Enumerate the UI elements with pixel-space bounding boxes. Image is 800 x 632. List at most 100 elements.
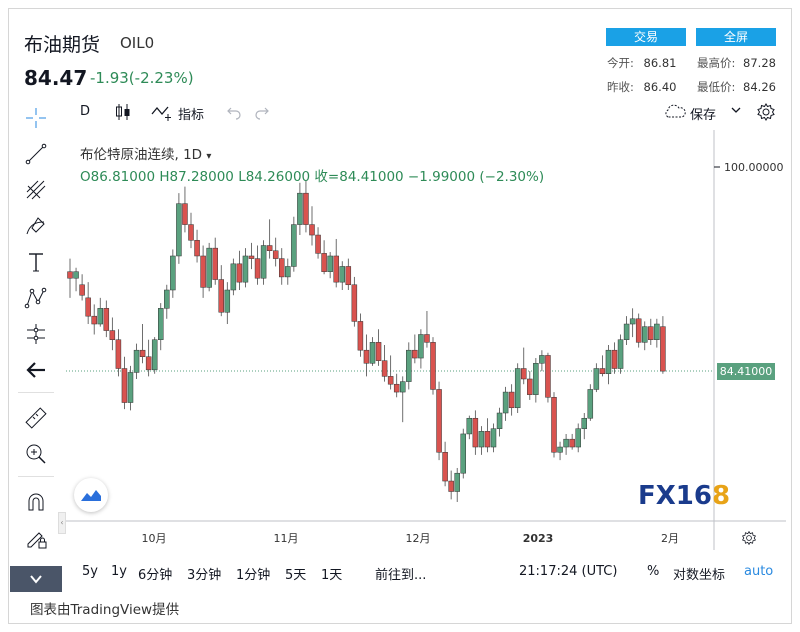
candle-body (218, 279, 224, 313)
candle-body (164, 289, 170, 309)
candle-body (533, 363, 539, 395)
candlestick-icon[interactable] (114, 102, 132, 126)
indicators-button[interactable]: 指标 (178, 108, 205, 123)
series-legend[interactable]: 布伦特原油连续, 1D ▾ (80, 143, 211, 163)
stat-high-value: 87.28 (743, 56, 776, 70)
interval-button[interactable]: D (80, 104, 91, 119)
candle-body (254, 258, 261, 279)
candle-body (617, 339, 624, 369)
candle-body (472, 417, 479, 448)
crosshair-icon[interactable] (22, 104, 50, 132)
candle-body (460, 433, 466, 474)
time-axis-label: 2月 (661, 532, 679, 545)
candle-body (321, 253, 327, 272)
stat-open: 今开: 86.81 (607, 55, 676, 71)
percent-toggle[interactable]: % (647, 564, 660, 579)
candle-body (642, 326, 648, 343)
candle-body (654, 323, 660, 340)
watermark-text: FX16 (638, 481, 712, 511)
range-1d[interactable]: 1天 (321, 568, 343, 583)
drawing-toolbar (8, 100, 64, 600)
candle-body (527, 378, 533, 395)
text-tool-icon[interactable] (22, 248, 50, 276)
bottom-toolbar: 5y 1y 6分钟 3分钟 1分钟 5天 1天 前往到... 21:17:24 … (66, 560, 786, 586)
range-5d[interactable]: 5天 (285, 568, 307, 583)
candle-body (248, 255, 255, 259)
candle-body (339, 266, 345, 283)
range-3min[interactable]: 3分钟 (187, 568, 222, 583)
chart-area[interactable]: 100.00000 10月 11月 12月 2023 2月 (66, 130, 786, 550)
candlestick-chart[interactable]: 100.00000 10月 11月 12月 2023 2月 (66, 130, 786, 550)
series-name[interactable]: 布伦特原油连续, 1D (80, 147, 203, 163)
candle-body (103, 308, 110, 331)
tradingview-logo-icon[interactable] (74, 478, 108, 512)
trade-button[interactable]: 交易 (606, 28, 686, 46)
candle-body (266, 245, 273, 251)
candle-body (188, 224, 194, 241)
range-5y[interactable]: 5y (82, 564, 98, 579)
redo-icon[interactable] (254, 102, 270, 124)
candle-body (478, 431, 485, 448)
candle-body (400, 381, 406, 393)
range-6min[interactable]: 6分钟 (138, 568, 173, 583)
candle-body (345, 266, 352, 286)
candle-body (502, 391, 509, 414)
candle-body (73, 271, 79, 279)
candle-body (599, 368, 606, 374)
undo-icon[interactable] (226, 102, 242, 124)
candle-body (224, 289, 231, 313)
trend-line-icon[interactable] (22, 140, 50, 168)
candle-body (91, 315, 97, 325)
lock-pencil-icon[interactable] (22, 524, 50, 552)
save-button[interactable]: 保存 (690, 108, 717, 123)
collapse-toolbar-button[interactable]: ‹ (58, 512, 66, 534)
forecast-tool-icon[interactable] (22, 320, 50, 348)
candle-body (623, 323, 630, 340)
candle-body (490, 428, 497, 448)
chevron-down-icon[interactable]: ▾ (206, 151, 212, 162)
auto-scale-toggle[interactable]: auto (744, 564, 774, 579)
candle-body (648, 326, 654, 340)
time-axis-label: 10月 (142, 532, 167, 545)
candle-body (575, 428, 581, 448)
brush-icon[interactable] (22, 212, 50, 240)
instrument-symbol: OIL0 (120, 34, 155, 52)
cloud-icon[interactable] (662, 102, 688, 126)
candle-body (327, 255, 333, 272)
fullscreen-button[interactable]: 全屏 (696, 28, 776, 46)
candle-body (545, 355, 551, 398)
chevron-down-icon[interactable] (730, 104, 742, 120)
candle-body (242, 255, 249, 283)
candle-body (67, 271, 73, 279)
log-scale-toggle[interactable]: 对数坐标 (673, 568, 726, 583)
range-1y[interactable]: 1y (111, 564, 127, 579)
indicators-icon[interactable] (150, 102, 174, 126)
candle-body (285, 266, 291, 278)
stat-open-label: 今开: (607, 56, 634, 70)
stat-high-label: 最高价: (697, 56, 736, 70)
scroll-menu-button[interactable] (10, 566, 62, 592)
candle-body (206, 247, 212, 288)
magnet-icon[interactable] (22, 488, 50, 516)
zoom-in-icon[interactable] (22, 440, 50, 468)
candle-body (158, 308, 164, 340)
fib-tool-icon[interactable] (22, 176, 50, 204)
candle-body (381, 360, 388, 377)
candle-body (587, 389, 594, 419)
candle-body (309, 224, 315, 236)
axis-settings-gear-icon[interactable] (741, 530, 757, 550)
candle-body (412, 349, 418, 359)
tool-divider (18, 392, 54, 393)
stat-prev-close-label: 昨收: (607, 80, 634, 94)
pattern-tool-icon[interactable] (22, 284, 50, 312)
settings-gear-icon[interactable] (756, 102, 776, 126)
stat-prev-close: 昨收: 86.40 (607, 79, 676, 95)
candle-body (629, 318, 636, 325)
instrument-title: 布油期货 (24, 34, 101, 56)
last-price-tag: 84.41000 (717, 363, 775, 380)
range-1min[interactable]: 1分钟 (236, 568, 271, 583)
candle-body (351, 284, 358, 322)
goto-button[interactable]: 前往到... (375, 568, 427, 583)
arrow-left-icon[interactable] (22, 356, 50, 384)
ruler-icon[interactable] (22, 404, 50, 432)
